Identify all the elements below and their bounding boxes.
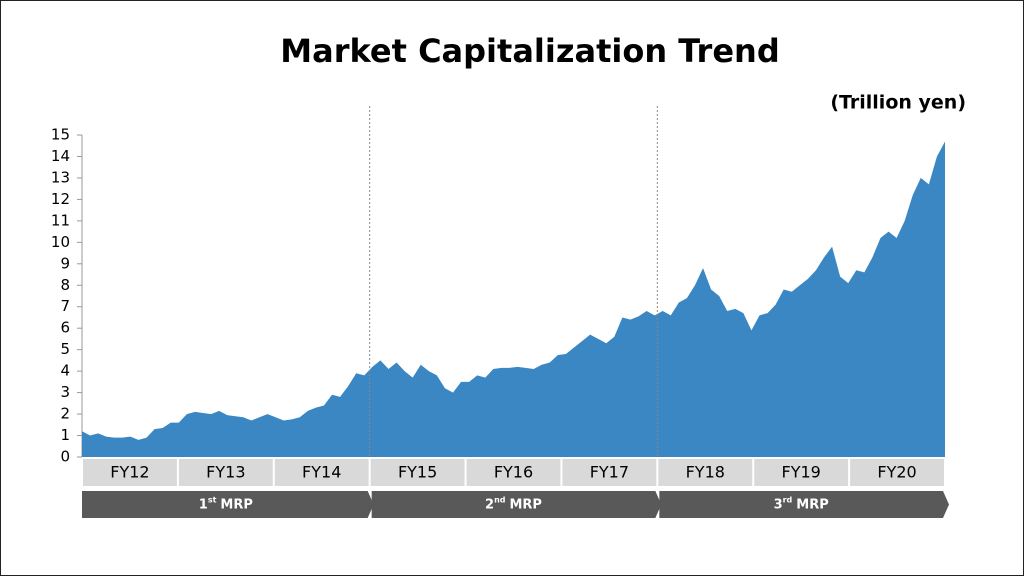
y-tick-label: 7 (60, 297, 70, 315)
phase-suffix: nd (494, 495, 506, 504)
year-band (754, 459, 849, 486)
x-group-label: FY19 (781, 463, 820, 482)
x-group-label: FY12 (110, 463, 149, 482)
year-band (178, 459, 273, 486)
phase-arrow (82, 491, 374, 518)
y-tick-label: 4 (60, 362, 70, 380)
y-tick-label: 8 (60, 276, 70, 294)
year-band (83, 459, 177, 486)
x-group-label: FY16 (494, 463, 533, 482)
y-tick-label: 10 (51, 233, 70, 251)
phase-label: 2nd MRP (485, 495, 542, 512)
phase-text: MRP (509, 497, 541, 512)
area (82, 141, 945, 457)
y-tick-label: 6 (60, 319, 70, 337)
unit-label: (Trillion yen) (830, 92, 966, 114)
phase-suffix: rd (783, 495, 793, 504)
x-group-label: FY18 (686, 463, 725, 482)
phase-suffix: st (208, 495, 217, 504)
y-tick-label: 9 (60, 254, 70, 272)
year-band (658, 459, 753, 486)
x-group-label: FY14 (302, 463, 341, 482)
phase-label: 3rd MRP (774, 495, 829, 512)
phase-text: MRP (220, 497, 252, 512)
y-tick-label: 14 (51, 147, 70, 165)
y-tick-label: 1 (60, 426, 70, 444)
y-tick-label: 13 (51, 168, 70, 186)
year-band (850, 459, 944, 486)
phase-number: 1 (199, 497, 208, 512)
phase-arrow (659, 491, 949, 518)
phase-arrow (371, 491, 662, 518)
phase-text: MRP (796, 497, 828, 512)
y-tick-label: 0 (60, 448, 70, 466)
chart-title: Market Capitalization Trend (280, 32, 779, 70)
x-group-label: FY13 (206, 463, 245, 482)
y-tick-label: 12 (51, 190, 70, 208)
year-band (370, 459, 465, 486)
phase-number: 2 (485, 497, 494, 512)
y-tick-label: 5 (60, 340, 70, 358)
y-tick-label: 15 (51, 126, 70, 144)
x-group-label: FY17 (590, 463, 629, 482)
y-tick-label: 2 (60, 405, 70, 423)
year-band (274, 459, 369, 486)
y-tick-label: 3 (60, 383, 70, 401)
phase-label: 1st MRP (199, 495, 253, 512)
x-group-label: FY20 (877, 463, 916, 482)
y-tick-label: 11 (51, 211, 70, 229)
year-band (466, 459, 561, 486)
year-band (562, 459, 657, 486)
x-group-label: FY15 (398, 463, 437, 482)
phase-number: 3 (774, 497, 783, 512)
